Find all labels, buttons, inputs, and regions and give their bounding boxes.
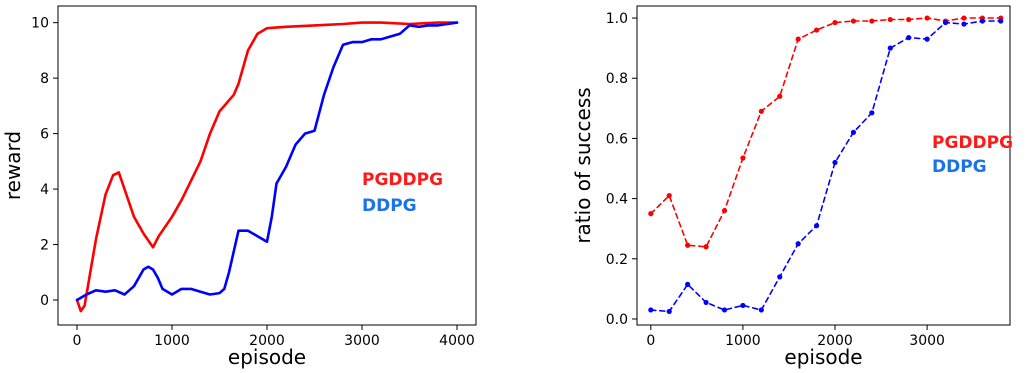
data-point-pgddpg [758, 108, 764, 114]
data-point-ddpg [906, 34, 912, 41]
data-point-ddpg [813, 223, 820, 229]
data-point-pgddpg [685, 242, 691, 248]
data-point-ddpg [648, 307, 654, 313]
x-axis-label: episode [784, 345, 862, 369]
y-tick-label: 0.2 [606, 252, 628, 268]
y-tick-label: 0.8 [606, 71, 628, 87]
x-tick-label: 4000 [439, 333, 475, 349]
data-point-ddpg [721, 307, 728, 313]
data-point-ddpg [979, 18, 985, 24]
data-point-ddpg [832, 159, 838, 166]
y-tick-label: 10 [31, 16, 49, 32]
data-point-pgddpg [832, 19, 838, 26]
data-point-ddpg [777, 274, 783, 280]
y-tick-label: 4 [40, 182, 49, 198]
data-point-pgddpg [850, 18, 857, 24]
series-line-pgddpg [75, 21, 459, 313]
x-tick-label: 0 [646, 333, 655, 349]
plot-frame [57, 5, 477, 326]
data-point-ddpg [850, 129, 857, 135]
data-point-pgddpg [813, 27, 820, 33]
data-point-ddpg [924, 36, 930, 42]
x-tick-label: 2000 [817, 333, 853, 349]
data-point-ddpg [795, 241, 801, 247]
x-tick-label: 0 [73, 333, 82, 349]
y-tick-label: 2 [40, 238, 49, 254]
data-point-pgddpg [906, 16, 912, 23]
y-tick-label: 0.0 [606, 312, 628, 328]
data-point-pgddpg [795, 36, 801, 42]
legend-entry-pgddpg: PGDDPG [362, 170, 443, 190]
plot-frame [636, 5, 1011, 326]
data-point-pgddpg [648, 211, 654, 217]
series-line-pgddpg [649, 17, 1002, 248]
data-point-ddpg [758, 307, 764, 313]
x-axis-label: episode [228, 345, 306, 369]
x-tick-label: 3000 [344, 333, 380, 349]
x-tick-label: 1000 [725, 333, 761, 349]
x-tick-label: 3000 [909, 333, 945, 349]
data-point-pgddpg [777, 93, 783, 99]
chart-2: 0 1000 2000 3000 0.0 0.2 0.4 0.6 0.8 1.0 episode ra… [571, 5, 1013, 369]
data-point-ddpg [961, 21, 967, 27]
legend-entry-pgddpg: PGDDPG [932, 133, 1013, 153]
y-axis-label: ratio of success [571, 87, 595, 243]
data-point-pgddpg [740, 155, 746, 161]
series-line-ddpg [649, 20, 1002, 313]
data-point-pgddpg [887, 16, 893, 23]
y-tick-label: 0 [40, 293, 49, 309]
data-point-pgddpg [721, 208, 728, 214]
y-tick-label: 1.0 [606, 11, 628, 27]
data-point-pgddpg [924, 15, 930, 21]
chart-1: 0 1000 2000 3000 4000 0 2 4 6 8 10 episode reward PGD… [1, 5, 477, 369]
y-tick-label: 0.4 [606, 192, 628, 208]
data-point-ddpg [887, 45, 893, 51]
x-tick-label: 1000 [154, 333, 190, 349]
data-point-ddpg [869, 110, 875, 116]
data-point-ddpg [703, 299, 709, 306]
y-tick-label: 0.6 [606, 131, 628, 147]
y-tick-label: 8 [40, 71, 49, 87]
data-point-pgddpg [869, 18, 875, 24]
data-point-ddpg [685, 281, 691, 287]
data-point-pgddpg [961, 15, 967, 21]
data-point-pgddpg [666, 192, 672, 199]
legend-entry-ddpg: DDPG [932, 157, 987, 177]
x-tick-label: 2000 [249, 333, 285, 349]
data-point-pgddpg [703, 244, 709, 250]
legend-entry-ddpg: DDPG [362, 196, 417, 216]
y-tick-label: 6 [40, 127, 49, 143]
data-point-ddpg [998, 18, 1004, 24]
data-point-ddpg [666, 308, 672, 315]
series-line-ddpg [75, 21, 459, 302]
data-point-ddpg [740, 302, 746, 309]
data-point-ddpg [942, 19, 949, 26]
y-axis-label: reward [1, 131, 25, 200]
